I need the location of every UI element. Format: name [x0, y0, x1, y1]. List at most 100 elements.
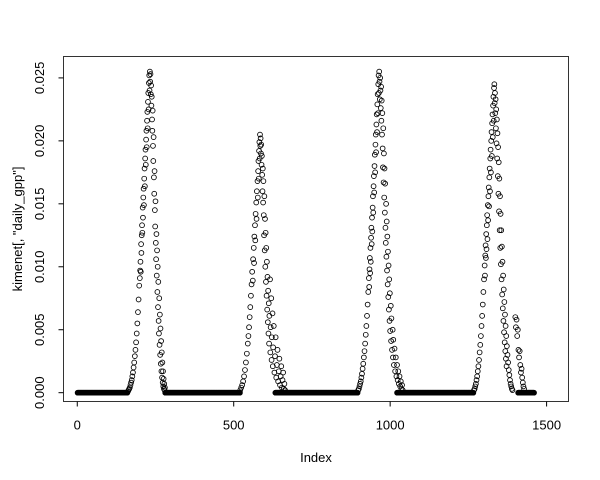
- data-point: [483, 246, 490, 252]
- data-point: [389, 326, 396, 333]
- data-point: [383, 200, 389, 207]
- x-tick-label: 0: [74, 418, 81, 433]
- data-point: [243, 359, 249, 366]
- data-point: [381, 150, 387, 157]
- data-point: [370, 183, 377, 190]
- data-point: [491, 81, 498, 88]
- data-point: [132, 347, 139, 353]
- data-point: [485, 184, 492, 191]
- data-point: [357, 381, 363, 387]
- data-point: [135, 296, 142, 303]
- data-point: [382, 209, 388, 216]
- x-axis: 0 500 1000 1500: [74, 401, 561, 433]
- data-point: [237, 387, 244, 393]
- data-point: [374, 129, 380, 135]
- data-point: [158, 349, 165, 356]
- data-point: [381, 194, 388, 201]
- data-point: [501, 299, 508, 305]
- data-point: [246, 324, 252, 331]
- data-point: [139, 222, 145, 229]
- data-point: [374, 91, 381, 98]
- data-point: [390, 336, 397, 343]
- data-point: [484, 202, 491, 208]
- data-point: [497, 245, 504, 251]
- data-point: [357, 378, 364, 385]
- data-point: [498, 276, 505, 283]
- data-point: [154, 247, 160, 254]
- data-point: [156, 330, 162, 337]
- data-point: [518, 369, 524, 376]
- data-point: [151, 168, 158, 174]
- data-point: [486, 174, 493, 181]
- y-axis-label: kimenet[, "daily_gpp"]: [10, 167, 25, 292]
- data-point: [472, 383, 479, 390]
- data-point: [380, 125, 387, 132]
- data-point: [475, 363, 482, 370]
- data-point: [149, 107, 156, 114]
- data-point: [356, 383, 363, 390]
- data-point: [151, 190, 158, 197]
- data-point: [481, 276, 487, 283]
- data-point: [384, 281, 391, 288]
- data-point: [364, 301, 371, 308]
- data-point: [509, 387, 516, 393]
- data-point: [488, 129, 495, 135]
- data-point: [255, 168, 261, 174]
- data-point: [521, 386, 527, 392]
- data-point: [131, 359, 138, 366]
- data-point: [494, 116, 500, 123]
- data-point: [377, 75, 383, 81]
- data-point: [366, 255, 373, 261]
- data-point: [372, 141, 379, 148]
- data-point: [363, 323, 370, 329]
- y-tick-label: 0.020: [32, 125, 47, 158]
- data-point: [369, 214, 375, 221]
- data-point: [493, 125, 499, 132]
- data-point: [148, 102, 155, 109]
- data-point: [386, 276, 393, 283]
- data-point: [280, 369, 286, 376]
- data-point: [497, 193, 503, 200]
- data-point: [518, 365, 525, 372]
- data-point: [362, 340, 368, 347]
- data-point: [269, 334, 275, 341]
- data-point: [492, 110, 499, 116]
- data-point: [492, 96, 499, 103]
- data-point: [148, 93, 155, 100]
- data-point: [368, 241, 375, 247]
- data-point: [239, 382, 245, 388]
- data-point: [385, 294, 392, 300]
- y-tick-label: 0.000: [32, 376, 47, 409]
- data-point: [479, 313, 485, 319]
- data-point: [145, 99, 151, 105]
- data-point: [254, 188, 260, 195]
- data-point: [483, 231, 490, 237]
- data-point: [261, 193, 268, 200]
- data-point: [505, 359, 511, 366]
- data-point: [250, 256, 256, 263]
- data-point: [395, 368, 402, 375]
- data-point: [484, 236, 491, 242]
- data-point: [482, 242, 489, 249]
- x-tick-label: 1000: [376, 418, 405, 433]
- data-point: [159, 379, 166, 386]
- data-point: [360, 360, 367, 367]
- data-point: [480, 289, 487, 295]
- data-point: [138, 241, 144, 247]
- data-point: [262, 216, 268, 222]
- data-point: [147, 91, 154, 98]
- data-point: [383, 253, 390, 260]
- data-point: [477, 342, 484, 348]
- data-point: [495, 144, 501, 150]
- data-point: [266, 340, 272, 347]
- data-point: [149, 127, 156, 134]
- data-point: [152, 223, 159, 230]
- data-point: [382, 240, 389, 246]
- data-point: [257, 131, 263, 138]
- data-point: [253, 216, 260, 222]
- data-point: [140, 194, 147, 201]
- data-point: [369, 228, 376, 235]
- data-point: [377, 105, 384, 111]
- data-point: [371, 163, 378, 169]
